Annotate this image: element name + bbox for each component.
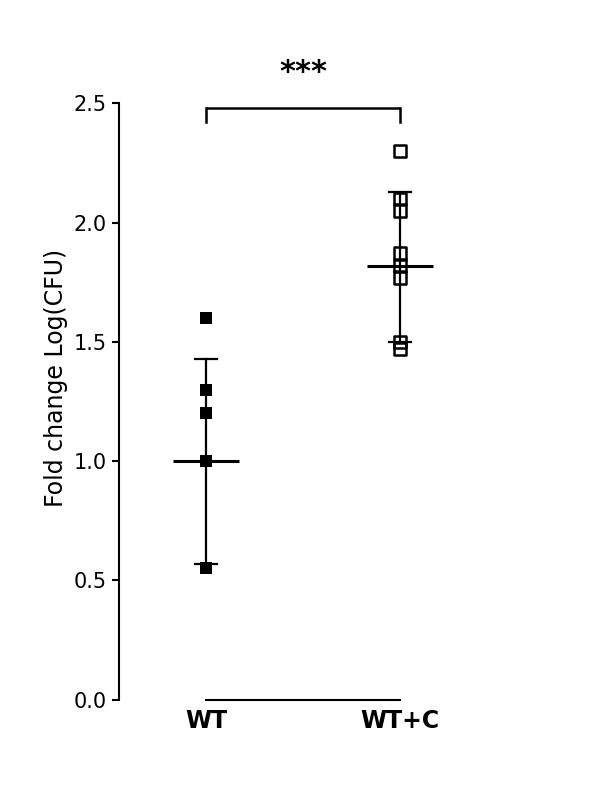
Point <box>396 271 405 284</box>
Point <box>396 204 405 217</box>
Point <box>201 455 211 467</box>
Point <box>201 562 211 575</box>
Point <box>201 383 211 396</box>
Point <box>396 192 405 205</box>
Point <box>201 312 211 324</box>
Point <box>396 343 405 355</box>
Y-axis label: Fold change Log(CFU): Fold change Log(CFU) <box>44 249 68 506</box>
Text: ***: *** <box>279 58 327 87</box>
Point <box>396 145 405 157</box>
Point <box>201 407 211 420</box>
Point <box>396 259 405 272</box>
Point <box>396 335 405 348</box>
Point <box>396 247 405 260</box>
